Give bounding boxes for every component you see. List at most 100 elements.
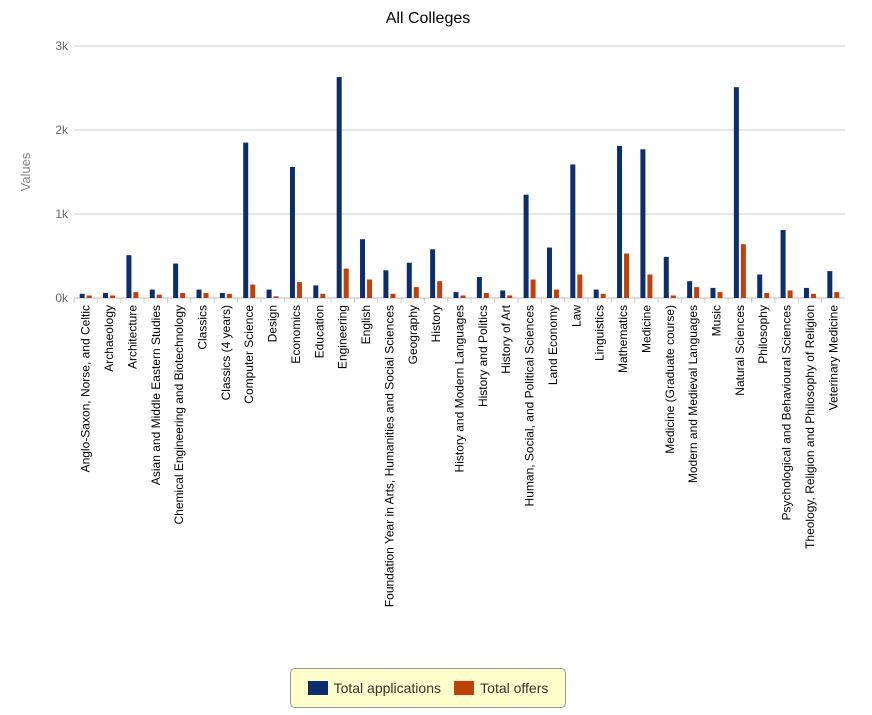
- bar-offers[interactable]: [133, 292, 139, 298]
- bar-offers[interactable]: [367, 279, 373, 298]
- bar-applications[interactable]: [79, 293, 85, 298]
- legend-label-offers: Total offers: [480, 680, 549, 696]
- x-tick-label: Foundation Year in Arts, Humanities and …: [382, 305, 396, 607]
- bar-offers[interactable]: [717, 292, 723, 298]
- bar-applications[interactable]: [803, 287, 809, 298]
- bar-offers[interactable]: [86, 295, 92, 298]
- y-tick-label: 1k: [55, 207, 69, 221]
- x-tick-label: Psychological and Behavioural Sciences: [780, 305, 794, 520]
- x-tick-label: Modern and Medieval Languages: [686, 305, 700, 483]
- bar-applications[interactable]: [173, 263, 179, 298]
- bar-applications[interactable]: [313, 285, 319, 298]
- x-tick-label: English: [359, 305, 373, 344]
- y-tick-label: 0k: [55, 291, 69, 305]
- bar-applications[interactable]: [219, 292, 225, 298]
- bar-offers[interactable]: [226, 293, 232, 298]
- bar-offers[interactable]: [694, 287, 700, 298]
- bar-offers[interactable]: [320, 293, 326, 298]
- bar-applications[interactable]: [196, 289, 202, 298]
- bar-applications[interactable]: [103, 292, 109, 298]
- x-tick-label: Natural Sciences: [733, 305, 747, 396]
- bar-applications[interactable]: [780, 229, 786, 298]
- bar-applications[interactable]: [663, 256, 669, 298]
- x-tick-label: Archaeology: [102, 305, 116, 372]
- bar-applications[interactable]: [757, 274, 763, 298]
- bar-offers[interactable]: [460, 295, 466, 298]
- bar-offers[interactable]: [647, 274, 653, 298]
- bar-applications[interactable]: [500, 290, 506, 298]
- x-tick-label: Engineering: [336, 305, 350, 369]
- bar-offers[interactable]: [273, 296, 279, 298]
- bar-applications[interactable]: [687, 281, 693, 298]
- bar-applications[interactable]: [289, 166, 295, 298]
- bar-offers[interactable]: [507, 295, 513, 298]
- x-tick-label: Geography: [406, 305, 420, 364]
- bar-offers[interactable]: [413, 287, 419, 298]
- legend: Total applications Total offers: [290, 668, 566, 708]
- x-tick-label: Medicine: [639, 305, 653, 353]
- bar-offers[interactable]: [110, 295, 116, 298]
- bar-applications[interactable]: [266, 289, 272, 298]
- bar-applications[interactable]: [126, 255, 132, 298]
- bar-applications[interactable]: [546, 247, 552, 298]
- x-tick-label: Asian and Middle Eastern Studies: [149, 305, 163, 485]
- bar-applications[interactable]: [453, 292, 459, 298]
- bar-offers[interactable]: [203, 292, 209, 298]
- x-tick-label: Chemical Engineering and Biotechnology: [172, 305, 186, 524]
- bar-applications[interactable]: [406, 262, 412, 298]
- x-tick-label: History and Modern Languages: [453, 305, 467, 472]
- x-tick-label: Music: [710, 305, 724, 336]
- x-tick-label: Economics: [289, 305, 303, 364]
- bar-offers[interactable]: [250, 284, 256, 298]
- bar-applications[interactable]: [476, 277, 482, 298]
- x-tick-label: Design: [266, 305, 280, 342]
- bar-applications[interactable]: [523, 194, 529, 298]
- bar-offers[interactable]: [343, 268, 349, 298]
- x-tick-label: Veterinary Medicine: [826, 305, 840, 411]
- legend-item-offers[interactable]: Total offers: [454, 680, 548, 696]
- bar-offers[interactable]: [740, 244, 746, 298]
- bar-offers[interactable]: [553, 289, 559, 298]
- bar-applications[interactable]: [383, 270, 389, 298]
- bar-applications[interactable]: [710, 287, 716, 298]
- bar-offers[interactable]: [670, 295, 676, 298]
- bar-offers[interactable]: [156, 294, 162, 298]
- bar-applications[interactable]: [827, 271, 833, 298]
- y-axis-label: Values: [18, 152, 33, 191]
- bar-offers[interactable]: [390, 293, 396, 298]
- bar-applications[interactable]: [593, 289, 599, 298]
- bar-offers[interactable]: [296, 282, 302, 298]
- bar-offers[interactable]: [834, 292, 840, 298]
- bar-offers[interactable]: [810, 293, 816, 298]
- bar-applications[interactable]: [149, 289, 155, 298]
- bar-offers[interactable]: [180, 292, 186, 298]
- bar-offers[interactable]: [437, 281, 443, 298]
- x-tick-label: Computer Science: [242, 305, 256, 404]
- bar-offers[interactable]: [530, 279, 536, 298]
- bar-applications[interactable]: [617, 145, 623, 298]
- x-tick-label: Medicine (Graduate course): [663, 305, 677, 454]
- bar-applications[interactable]: [430, 249, 436, 298]
- legend-item-applications[interactable]: Total applications: [307, 680, 441, 696]
- bar-applications[interactable]: [570, 164, 576, 298]
- x-tick-label: History: [429, 305, 443, 342]
- bar-applications[interactable]: [640, 149, 646, 298]
- bar-offers[interactable]: [600, 293, 606, 298]
- x-tick-label: Land Economy: [546, 305, 560, 385]
- bar-offers[interactable]: [577, 274, 583, 298]
- y-tick-label: 3k: [55, 39, 69, 53]
- x-tick-label: History of Art: [499, 304, 513, 373]
- bar-applications[interactable]: [336, 77, 342, 298]
- x-tick-label: Anglo-Saxon, Norse, and Celtic: [79, 305, 93, 472]
- x-tick-label: Classics (4 years): [219, 305, 233, 400]
- bar-offers[interactable]: [764, 292, 770, 298]
- bar-applications[interactable]: [733, 87, 739, 298]
- legend-swatch-applications: [307, 681, 328, 695]
- bar-applications[interactable]: [243, 142, 249, 298]
- bar-applications[interactable]: [360, 239, 366, 298]
- x-tick-label: Theology, Religion and Philosophy of Rel…: [803, 305, 817, 549]
- bar-offers[interactable]: [787, 290, 793, 298]
- bar-offers[interactable]: [483, 292, 489, 298]
- bar-offers[interactable]: [624, 253, 630, 298]
